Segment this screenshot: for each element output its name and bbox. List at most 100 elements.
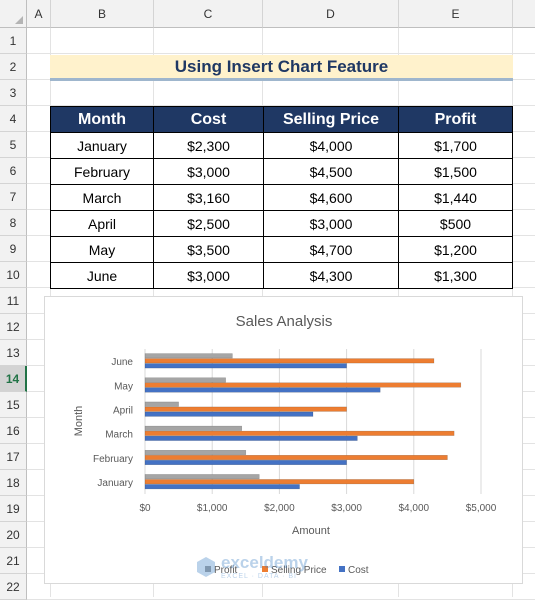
column-header-f[interactable]	[513, 0, 535, 28]
column-header-b[interactable]: B	[51, 0, 154, 28]
grid-row-line	[27, 105, 535, 106]
cell-cost[interactable]: $2,500	[153, 210, 264, 237]
category-label: June	[111, 357, 133, 368]
row-header-13[interactable]: 13	[0, 340, 27, 366]
cell-selling-price[interactable]: $4,700	[263, 236, 399, 263]
row-header-8[interactable]: 8	[0, 210, 27, 236]
bar-profit-february[interactable]	[144, 450, 247, 455]
bar-profit-march[interactable]	[144, 425, 243, 431]
bar-cost-june[interactable]	[144, 363, 347, 369]
cell-month[interactable]: March	[50, 184, 154, 211]
cell-profit[interactable]: $1,500	[398, 158, 513, 185]
cell-profit[interactable]: $1,200	[398, 236, 513, 263]
cell-month[interactable]: April	[50, 210, 154, 237]
row-header-18[interactable]: 18	[0, 470, 27, 496]
cell-month[interactable]: June	[50, 262, 154, 289]
row-header-2[interactable]: 2	[0, 54, 27, 80]
row-header-7[interactable]: 7	[0, 184, 27, 210]
column-header-a[interactable]: A	[27, 0, 51, 28]
bar-cost-january[interactable]	[144, 484, 300, 490]
legend-label[interactable]: Cost	[348, 565, 369, 576]
row-header-4[interactable]: 4	[0, 106, 27, 132]
chart-legend[interactable]: Profit Selling Price Cost	[205, 565, 369, 576]
row-header-22[interactable]: 22	[0, 574, 27, 600]
x-tick-label: $1,000	[197, 503, 228, 514]
bar-cost-april[interactable]	[144, 411, 314, 417]
table-row: June $3,000 $4,300 $1,300	[50, 262, 513, 289]
column-header-e[interactable]: E	[399, 0, 513, 28]
table-row: May $3,500 $4,700 $1,200	[50, 236, 513, 263]
bar-selling-price-may[interactable]	[144, 382, 462, 388]
cell-profit[interactable]: $1,700	[398, 132, 513, 159]
x-tick-label: $0	[139, 503, 151, 514]
header-profit[interactable]: Profit	[398, 106, 513, 133]
row-header-6[interactable]: 6	[0, 158, 27, 184]
select-all-corner[interactable]	[0, 0, 27, 28]
sheet-title: Using Insert Chart Feature	[50, 55, 513, 81]
column-header-c[interactable]: C	[154, 0, 263, 28]
row-header-5[interactable]: 5	[0, 132, 27, 158]
column-header-d[interactable]: D	[263, 0, 399, 28]
bar-cost-march[interactable]	[144, 435, 358, 441]
row-header-19[interactable]: 19	[0, 496, 27, 522]
cell-selling-price[interactable]: $3,000	[263, 210, 399, 237]
row-header-17[interactable]: 17	[0, 444, 27, 470]
row-header-20[interactable]: 20	[0, 522, 27, 548]
bar-profit-april[interactable]	[144, 401, 179, 407]
bar-cost-may[interactable]	[144, 387, 381, 393]
header-month[interactable]: Month	[50, 106, 154, 133]
row-header-10[interactable]: 10	[0, 262, 27, 288]
row-header-15[interactable]: 15	[0, 392, 27, 418]
row-header-1[interactable]: 1	[0, 28, 27, 54]
x-tick-label: $5,000	[466, 503, 497, 514]
header-cost[interactable]: Cost	[153, 106, 264, 133]
table-row: March $3,160 $4,600 $1,440	[50, 184, 513, 211]
cell-month[interactable]: May	[50, 236, 154, 263]
row-header-14[interactable]: 14	[0, 366, 27, 392]
bar-selling-price-april[interactable]	[144, 406, 347, 412]
header-selling-price[interactable]: Selling Price	[263, 106, 399, 133]
bar-profit-may[interactable]	[144, 377, 226, 383]
bar-cost-february[interactable]	[144, 460, 347, 465]
row-header-11[interactable]: 11	[0, 288, 27, 314]
cell-selling-price[interactable]: $4,600	[263, 184, 399, 211]
table-row: April $2,500 $3,000 $500	[50, 210, 513, 237]
sales-chart[interactable]: Sales Analysis January February March April…	[44, 296, 523, 584]
watermark-tagline: EXCEL · DATA · BI	[221, 573, 297, 580]
cell-month[interactable]: February	[50, 158, 154, 185]
bar-selling-price-february[interactable]	[144, 455, 448, 460]
watermark-name: exceldemy	[221, 553, 308, 572]
row-header-21[interactable]: 21	[0, 548, 27, 574]
category-label: May	[114, 381, 133, 392]
bar-selling-price-june[interactable]	[144, 358, 435, 364]
category-label: February	[93, 454, 133, 465]
legend-swatch	[262, 566, 268, 572]
cell-cost[interactable]: $3,000	[153, 262, 264, 289]
chart-title: Sales Analysis	[236, 313, 333, 330]
cell-selling-price[interactable]: $4,500	[263, 158, 399, 185]
row-header-16[interactable]: 16	[0, 418, 27, 444]
table-row: February $3,000 $4,500 $1,500	[50, 158, 513, 185]
row-header-12[interactable]: 12	[0, 314, 27, 340]
row-header-3[interactable]: 3	[0, 80, 27, 106]
cell-cost[interactable]: $3,160	[153, 184, 264, 211]
cell-cost[interactable]: $3,000	[153, 158, 264, 185]
cell-month[interactable]: January	[50, 132, 154, 159]
cell-cost[interactable]: $2,300	[153, 132, 264, 159]
cell-profit[interactable]: $1,440	[398, 184, 513, 211]
category-label: March	[105, 430, 133, 441]
legend-label[interactable]: Profit	[214, 565, 238, 576]
cell-selling-price[interactable]: $4,000	[263, 132, 399, 159]
x-tick-label: $2,000	[264, 503, 295, 514]
bar-selling-price-january[interactable]	[144, 479, 415, 485]
cell-cost[interactable]: $3,500	[153, 236, 264, 263]
cell-selling-price[interactable]: $4,300	[263, 262, 399, 289]
legend-label[interactable]: Selling Price	[271, 565, 327, 576]
bar-profit-january[interactable]	[144, 474, 260, 480]
row-header-9[interactable]: 9	[0, 236, 27, 262]
cell-profit[interactable]: $1,300	[398, 262, 513, 289]
bar-selling-price-march[interactable]	[144, 430, 455, 436]
legend-swatch	[339, 566, 345, 572]
bar-profit-june[interactable]	[144, 353, 233, 359]
cell-profit[interactable]: $500	[398, 210, 513, 237]
